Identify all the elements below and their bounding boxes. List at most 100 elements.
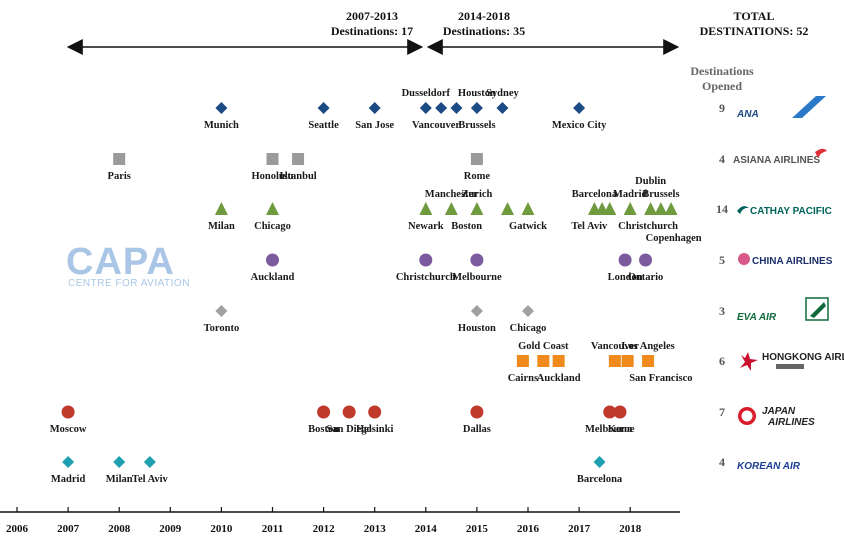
- destinations-count: 4: [719, 455, 725, 469]
- destination-label: Brussels: [458, 120, 495, 131]
- total-title: TOTAL: [734, 9, 775, 23]
- circle-marker: [317, 405, 331, 419]
- airline-legend: 9 4 14 5 3 6 7 4 ANA ASIANA AIRLINES CATHAY PACIFI…: [716, 96, 844, 472]
- destination-label: Manchester: [425, 189, 478, 200]
- korean-air-logo-text: KOREAN AIR: [737, 461, 801, 472]
- destination-label: San Jose: [355, 120, 394, 131]
- destination-label: Istanbul: [279, 171, 316, 182]
- x-tick-label: 2011: [262, 523, 283, 535]
- diamond-marker: [496, 102, 509, 114]
- circle-marker: [470, 253, 484, 267]
- destination-label: Tel Aviv: [132, 474, 169, 485]
- series-eva-air: Toronto Houston Chicago: [204, 305, 547, 334]
- destination-label: Barcelona: [577, 474, 623, 485]
- diamond-marker: [419, 102, 432, 114]
- airline-logo-eva: EVA AIR: [737, 297, 829, 323]
- destinations-count: 7: [719, 405, 725, 419]
- destination-label: Seattle: [308, 120, 339, 131]
- destination-label: London: [608, 272, 643, 283]
- triangle-marker: [623, 202, 637, 215]
- diamond-marker: [450, 102, 463, 114]
- square-marker: [292, 153, 305, 165]
- diamond-marker: [573, 102, 586, 114]
- destination-label: Paris: [108, 171, 131, 182]
- diamond-marker: [522, 305, 534, 317]
- destinations-count: 14: [716, 202, 728, 216]
- airline-logo-asiana: ASIANA AIRLINES: [733, 148, 827, 166]
- circle-marker: [470, 405, 484, 419]
- cathay-logo-text: CATHAY PACIFIC: [750, 206, 832, 217]
- square-marker: [470, 153, 483, 165]
- destination-label: Dusseldorf: [402, 88, 451, 99]
- destination-label: Zurich: [461, 189, 492, 200]
- airline-logo-korean: KOREAN AIR: [737, 461, 801, 472]
- destination-label: Gold Coast: [518, 341, 569, 352]
- triangle-marker: [603, 202, 617, 215]
- circle-marker: [618, 253, 632, 267]
- destination-label: Houston: [458, 88, 496, 99]
- x-tick-label: 2007: [57, 523, 80, 535]
- destination-label: Moscow: [50, 424, 87, 435]
- destination-label: Kona: [608, 424, 633, 435]
- hongkong-airlines-logo-text: HONGKONG AIRLINES: [762, 352, 844, 363]
- destination-label: Gatwick: [509, 221, 547, 232]
- destination-label: Toronto: [204, 323, 240, 334]
- destination-label: Sydney: [486, 88, 519, 99]
- circle-marker: [613, 405, 627, 419]
- tsurumaru-inner-icon: [741, 410, 753, 422]
- destination-label: Mexico City: [552, 120, 607, 131]
- destination-label: Chicago: [510, 323, 547, 334]
- diamond-marker: [593, 456, 606, 468]
- period-header: 2007-2013 Destinations: 17 2014-2018 Des…: [66, 9, 808, 93]
- destination-label: Los Angeles: [621, 341, 674, 352]
- destinations-count: 9: [719, 101, 725, 115]
- destination-label: Helsinki: [356, 424, 393, 435]
- circle-marker: [342, 405, 356, 419]
- triangle-marker: [214, 202, 228, 215]
- plum-blossom-icon: [738, 253, 750, 265]
- square-marker: [537, 355, 550, 367]
- triangle-marker: [501, 202, 515, 215]
- opened-heading-line2: Opened: [702, 79, 742, 93]
- destination-label: Tel Aviv: [571, 221, 608, 232]
- triangle-marker: [521, 202, 535, 215]
- chinese-characters-icon: [776, 364, 804, 369]
- destination-label: Houston: [458, 323, 496, 334]
- square-marker: [642, 355, 655, 367]
- ana-swoosh-icon: [792, 96, 826, 118]
- ana-logo-text: ANA: [736, 109, 759, 120]
- eva-emblem-icon: [805, 297, 829, 321]
- circle-marker: [61, 405, 75, 419]
- circle-marker: [639, 253, 653, 267]
- jal-logo-text-line2: AIRLINES: [767, 417, 815, 428]
- destination-label: Boston: [308, 424, 339, 435]
- square-marker: [608, 355, 621, 367]
- x-tick-label: 2013: [364, 523, 387, 535]
- destination-label: Vancouver: [591, 341, 639, 352]
- destination-label: Newark: [408, 221, 444, 232]
- circle-marker: [603, 405, 617, 419]
- destination-label: Dallas: [463, 424, 491, 435]
- airline-logo-hka: HONGKONG AIRLINES: [740, 352, 844, 371]
- diamond-marker: [62, 456, 75, 468]
- capa-logo-text: CAPA: [66, 241, 175, 283]
- airline-logo-cathay: CATHAY PACIFIC: [737, 206, 832, 217]
- x-tick-label: 2017: [568, 523, 591, 535]
- bauhinia-icon: [740, 352, 758, 371]
- triangle-marker: [444, 202, 458, 215]
- eva-emblem-stripe-icon: [810, 302, 826, 318]
- destination-label: Madrid: [613, 189, 648, 200]
- destination-label: Auckland: [251, 272, 295, 283]
- x-tick-label: 2010: [210, 523, 233, 535]
- destination-label: Copenhagen: [646, 233, 702, 244]
- destination-label: Madrid: [51, 474, 86, 485]
- diamond-marker: [113, 456, 126, 468]
- destinations-count: 5: [719, 253, 725, 267]
- period1-title: 2007-2013: [346, 9, 398, 23]
- x-tick-label: 2012: [313, 523, 336, 535]
